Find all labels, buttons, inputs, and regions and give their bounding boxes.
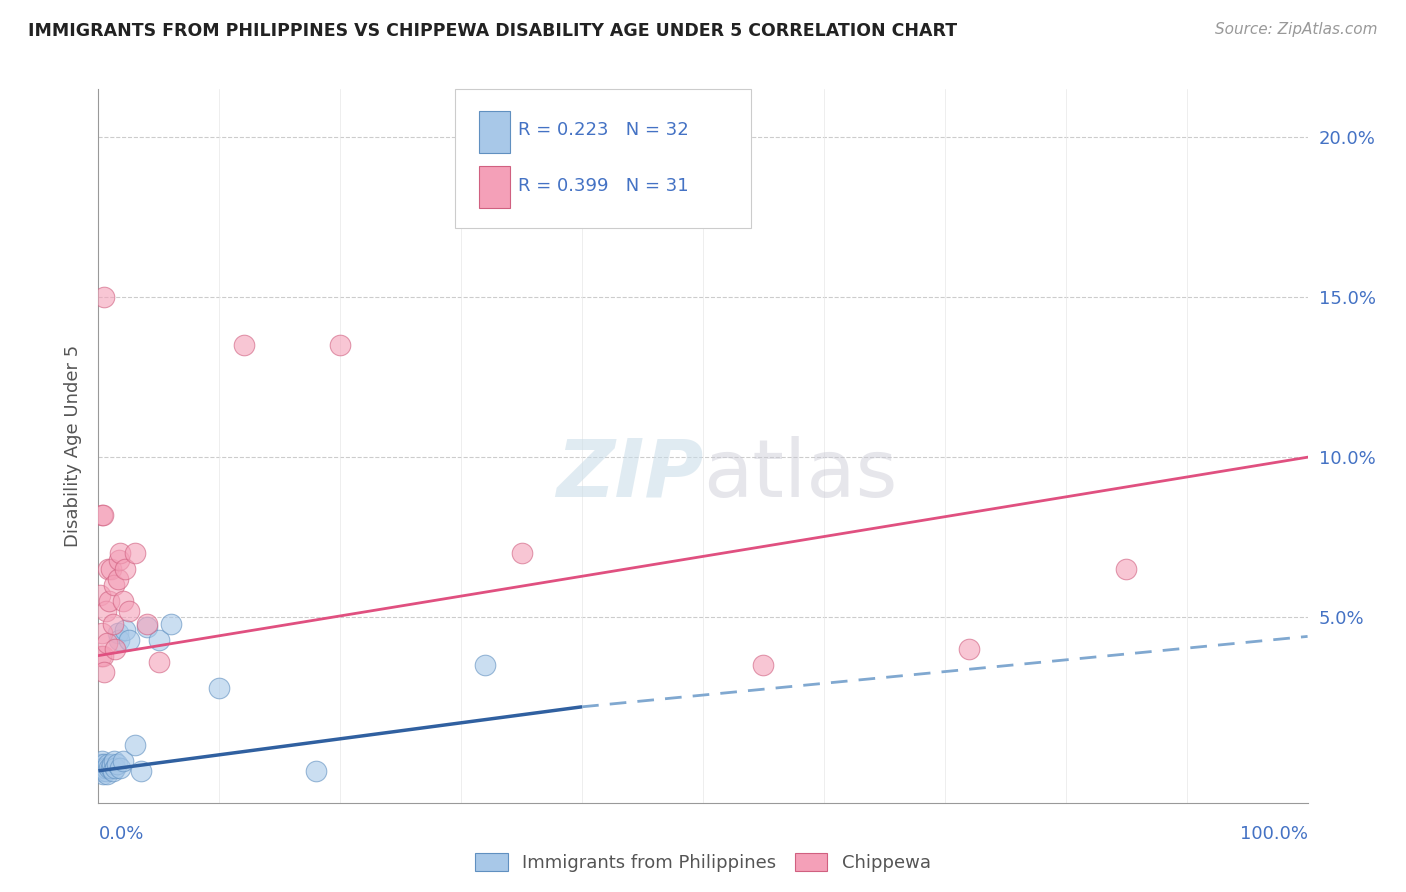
Point xyxy=(100,761,122,775)
Point xyxy=(114,623,136,637)
Point xyxy=(101,616,124,631)
Point xyxy=(118,604,141,618)
Point xyxy=(93,665,115,679)
Text: Source: ZipAtlas.com: Source: ZipAtlas.com xyxy=(1215,22,1378,37)
Point xyxy=(957,642,980,657)
Text: R = 0.223   N = 32: R = 0.223 N = 32 xyxy=(517,121,689,139)
FancyBboxPatch shape xyxy=(479,111,509,153)
Point xyxy=(97,757,120,772)
Point xyxy=(93,757,115,772)
Point xyxy=(135,616,157,631)
Point xyxy=(91,764,114,778)
Point xyxy=(111,594,134,608)
Text: 100.0%: 100.0% xyxy=(1240,825,1308,843)
Y-axis label: Disability Age Under 5: Disability Age Under 5 xyxy=(63,345,82,547)
FancyBboxPatch shape xyxy=(456,89,751,228)
Point xyxy=(104,642,127,657)
Point xyxy=(105,757,128,772)
Point xyxy=(94,761,117,775)
Text: R = 0.399   N = 31: R = 0.399 N = 31 xyxy=(517,177,689,194)
Point xyxy=(89,588,111,602)
Point xyxy=(1115,562,1137,576)
Point xyxy=(474,658,496,673)
Point xyxy=(148,655,170,669)
Point xyxy=(111,754,134,768)
Point xyxy=(91,508,114,522)
Point xyxy=(89,761,111,775)
Point xyxy=(124,738,146,752)
Point xyxy=(101,764,124,778)
Point xyxy=(329,338,352,352)
Point xyxy=(124,546,146,560)
Point xyxy=(104,761,127,775)
Point xyxy=(98,761,121,775)
Point xyxy=(160,616,183,631)
Point xyxy=(208,681,231,695)
Point xyxy=(91,761,114,775)
Point xyxy=(103,754,125,768)
Point xyxy=(129,764,152,778)
Text: atlas: atlas xyxy=(703,435,897,514)
Legend: Immigrants from Philippines, Chippewa: Immigrants from Philippines, Chippewa xyxy=(468,846,938,880)
Point xyxy=(94,764,117,778)
Text: ZIP: ZIP xyxy=(555,435,703,514)
Point xyxy=(118,632,141,647)
Text: IMMIGRANTS FROM PHILIPPINES VS CHIPPEWA DISABILITY AGE UNDER 5 CORRELATION CHART: IMMIGRANTS FROM PHILIPPINES VS CHIPPEWA … xyxy=(28,22,957,40)
Point xyxy=(100,562,122,576)
Point xyxy=(752,658,775,673)
FancyBboxPatch shape xyxy=(479,166,509,209)
Point xyxy=(97,562,120,576)
Point xyxy=(91,767,114,781)
Point xyxy=(107,572,129,586)
Point xyxy=(232,338,254,352)
Point xyxy=(108,546,131,560)
Point xyxy=(114,562,136,576)
Point xyxy=(90,757,112,772)
Point xyxy=(96,636,118,650)
Point xyxy=(135,620,157,634)
Point xyxy=(103,578,125,592)
Point xyxy=(108,552,131,566)
Point xyxy=(108,632,131,647)
Point xyxy=(90,648,112,663)
Point xyxy=(91,754,114,768)
Point xyxy=(108,761,131,775)
Point xyxy=(510,546,533,560)
Point xyxy=(91,508,114,522)
Text: 0.0%: 0.0% xyxy=(98,825,143,843)
Point xyxy=(91,648,114,663)
Point xyxy=(98,594,121,608)
Point xyxy=(93,290,115,304)
Point xyxy=(94,604,117,618)
Point xyxy=(91,626,114,640)
Point xyxy=(305,764,328,778)
Point xyxy=(100,757,122,772)
Point xyxy=(148,632,170,647)
Point xyxy=(96,767,118,781)
Point xyxy=(107,626,129,640)
